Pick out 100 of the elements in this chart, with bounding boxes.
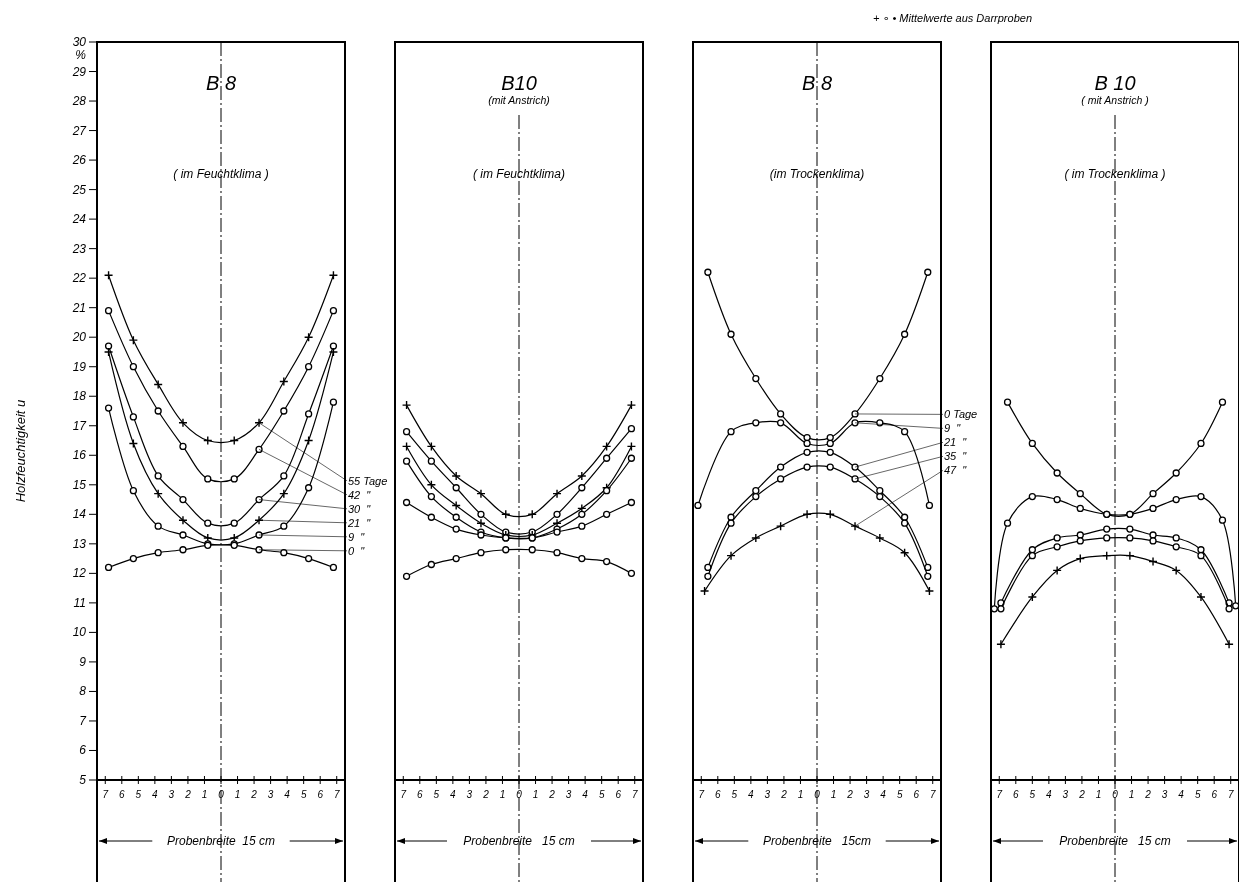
x-tick-label: 6: [317, 789, 324, 800]
x-tick-label: 7: [698, 789, 705, 800]
y-tick-label: 22: [71, 271, 87, 286]
x-tick-label: 3: [168, 789, 175, 800]
y-tick-label: 13: [72, 536, 87, 551]
x-tick-label: 3: [267, 789, 274, 800]
text: (mit Anstrich) ( im Feuchtklima): [472, 94, 566, 181]
x-tick-label: 7: [996, 789, 1003, 800]
x-tick-label: 7: [929, 789, 936, 800]
x-tick-label: 7: [1227, 789, 1234, 800]
x-tick-label: 6: [119, 789, 126, 800]
x-tick-label: 7: [400, 789, 407, 800]
text: B 10: [1094, 72, 1136, 94]
x-tick-label: 1: [532, 789, 539, 800]
x-tick-label: 5: [135, 789, 142, 800]
x-tick-label: 4: [582, 789, 589, 800]
x-tick-label: 6: [615, 789, 622, 800]
x-tick-label: 4: [152, 789, 159, 800]
x-tick-label: 1: [499, 789, 506, 800]
y-tick-label: 15: [72, 477, 87, 492]
x-tick-label: 2: [548, 789, 556, 800]
y-tick-label: 25: [71, 182, 87, 197]
x-tick-label: 0: [516, 789, 523, 800]
x-tick-label: 2: [1078, 789, 1086, 800]
x-tick-label: 2: [780, 789, 788, 800]
y-tick-label: 18: [72, 389, 87, 404]
y-tick-label: 27: [71, 123, 88, 138]
y-tick-label: 21: [71, 300, 86, 315]
x-tick-label: 6: [1211, 789, 1218, 800]
x-tick-label: 2: [250, 789, 258, 800]
x-tick-label: 4: [450, 789, 457, 800]
y-tick-label: 19: [72, 359, 87, 374]
y-tick-label: 6: [79, 743, 87, 758]
text: 35 ": [944, 450, 968, 463]
y-tick-label: 30: [72, 35, 87, 49]
x-tick-label: 0: [1112, 789, 1119, 800]
x-tick-label: 0: [218, 789, 225, 800]
x-tick-label: 7: [333, 789, 340, 800]
text: 9 ": [944, 422, 962, 435]
x-tick-label: 3: [466, 789, 473, 800]
x-tick-label: 4: [748, 789, 755, 800]
x-tick-label: 7: [631, 789, 638, 800]
y-tick-label: 8: [79, 684, 87, 699]
text: 21 ": [943, 436, 968, 449]
x-tick-label: 2: [846, 789, 854, 800]
x-tick-label: 2: [482, 789, 490, 800]
y-tick-label: 12: [72, 566, 87, 581]
x-tick-label: 4: [880, 789, 887, 800]
x-tick-label: 1: [830, 789, 837, 800]
x-tick-label: 5: [433, 789, 440, 800]
text: 55 Tage: [348, 474, 388, 487]
text: 47 ": [944, 464, 968, 477]
x-tick-label: 6: [1013, 789, 1020, 800]
y-tick-label: 17: [72, 418, 88, 433]
x-tick-label: 5: [731, 789, 738, 800]
x-tick-label: 1: [1095, 789, 1102, 800]
x-tick-label: 1: [201, 789, 208, 800]
x-tick-label: 5: [1194, 789, 1201, 800]
text: B 8: [205, 72, 237, 94]
x-tick-label: 4: [1178, 789, 1185, 800]
x-tick-label: 5: [300, 789, 307, 800]
text: 42 ": [348, 488, 372, 501]
x-tick-label: 4: [284, 789, 291, 800]
y-tick-label: 16: [72, 448, 87, 463]
y-tick-label: 10: [72, 625, 87, 640]
y-tick-label: 24: [71, 212, 87, 227]
x-tick-label: 5: [598, 789, 605, 800]
x-tick-label: 1: [797, 789, 804, 800]
x-tick-label: 5: [1029, 789, 1036, 800]
y-tick-label: 11: [73, 595, 86, 610]
x-tick-label: 0: [814, 789, 821, 800]
x-tick-label: 3: [863, 789, 870, 800]
x-tick-label: 6: [417, 789, 424, 800]
text: + ∘ • Mittelwerte aus Darrproben: [873, 12, 1032, 24]
y-tick-label: 14: [72, 507, 87, 522]
x-tick-label: 6: [913, 789, 920, 800]
y-tick-label: 26: [71, 153, 87, 168]
x-tick-label: 1: [1128, 789, 1135, 800]
x-tick-label: 4: [1046, 789, 1053, 800]
x-tick-label: 3: [764, 789, 771, 800]
x-tick-label: 5: [896, 789, 903, 800]
text: 9 ": [348, 530, 366, 543]
y-tick-label: 28: [71, 94, 87, 109]
x-tick-label: 3: [1062, 789, 1069, 800]
x-tick-label: 1: [234, 789, 241, 800]
series-label: 0 ": [348, 544, 366, 557]
text: 21 ": [347, 516, 372, 529]
x-tick-label: 2: [184, 789, 192, 800]
x-tick-label: 2: [1144, 789, 1152, 800]
text: 30 ": [348, 502, 372, 515]
x-tick-label: 3: [1161, 789, 1168, 800]
y-tick-label: 29: [71, 64, 87, 79]
x-tick-label: 7: [102, 789, 109, 800]
x-axis-title: Probenbreite 15cm: [762, 834, 872, 848]
y-tick-label: 7: [79, 713, 88, 728]
x-axis-title: Probenbreite 15 cm: [166, 834, 276, 848]
text: B10: [501, 72, 537, 94]
text: (im Trockenklima): [769, 167, 865, 181]
y-tick-label: 20: [71, 330, 87, 345]
x-axis-title: Probenbreite 15 cm: [463, 834, 575, 848]
